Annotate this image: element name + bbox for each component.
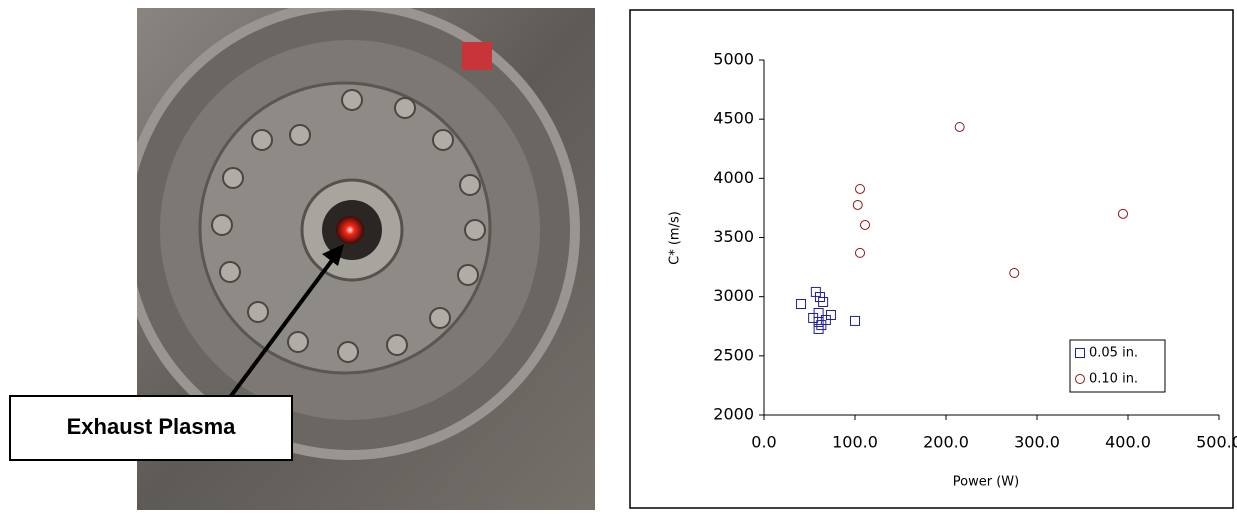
y-tick-label: 3500 [713, 227, 754, 246]
legend-label: 0.10 in. [1089, 372, 1138, 387]
data-point [855, 247, 866, 258]
arrow-head [322, 244, 344, 266]
data-point [855, 183, 866, 194]
y-tick-label: 3000 [713, 286, 754, 305]
data-point [825, 310, 836, 321]
data-point [813, 323, 824, 334]
legend-marker [1075, 348, 1085, 358]
pointer-arrow [226, 253, 338, 402]
data-point [954, 121, 965, 132]
x-tick-label: 100.0 [832, 433, 878, 452]
legend-label: 0.05 in. [1089, 346, 1138, 361]
photo [137, 8, 595, 510]
x-tick-label: 0.0 [751, 433, 776, 452]
chart-frame [629, 9, 1234, 509]
data-point [860, 219, 871, 230]
data-point [852, 199, 863, 210]
annotation: Exhaust Plasma [67, 414, 237, 439]
annotation-box [9, 395, 293, 461]
y-tick-label: 4500 [713, 109, 754, 128]
y-tick-label: 4000 [713, 168, 754, 187]
data-point [1009, 268, 1020, 278]
data-point [850, 315, 860, 326]
y-tick-label: 2000 [713, 405, 754, 424]
y-tick-label: 5000 [713, 50, 754, 69]
x-tick-label: 300.0 [1014, 433, 1060, 452]
legend-marker [1075, 374, 1085, 384]
x-tick-label: 500.0 [1196, 433, 1237, 452]
x-axis-label: Power (W) [953, 475, 1019, 490]
y-axis-label: C* (m/s) [668, 211, 683, 265]
x-tick-label: 400.0 [1105, 433, 1151, 452]
data-point [1117, 208, 1128, 219]
data-point [813, 316, 824, 327]
x-tick-label: 200.0 [923, 433, 969, 452]
data-point [796, 299, 807, 310]
y-tick-label: 2500 [713, 345, 754, 364]
data-point [818, 296, 829, 307]
legend-box [1069, 339, 1166, 393]
